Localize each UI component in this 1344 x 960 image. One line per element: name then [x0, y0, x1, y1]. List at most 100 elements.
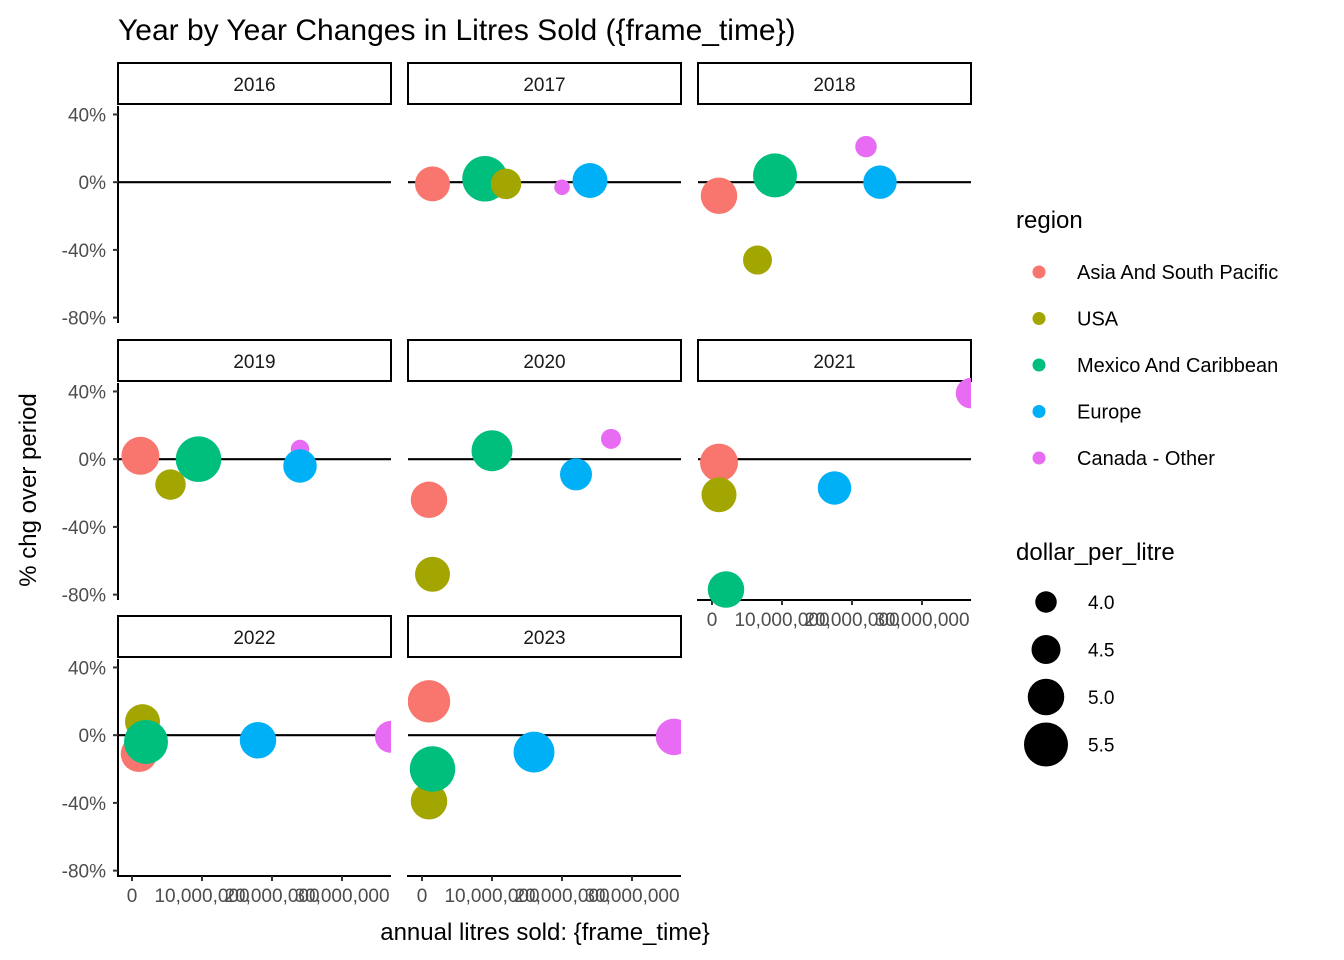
- panel-points: [415, 156, 608, 202]
- panel-points: [700, 135, 897, 275]
- facet-panel-2022: 2022 40% 0% -40% -80% 0 10,000,00020,000,00030…: [62, 615, 392, 907]
- legend-size-label: 4.5: [1088, 641, 1114, 662]
- legend-color-label: Asia And South Pacific: [1077, 262, 1278, 284]
- data-point: [560, 458, 592, 491]
- data-point: [175, 436, 222, 482]
- data-point: [955, 377, 971, 409]
- x-tick-label: 30,000,000: [584, 886, 679, 907]
- y-tick-label: -80%: [62, 586, 106, 607]
- facet-strip: [407, 339, 682, 382]
- facet-strip: [117, 339, 392, 382]
- facet-strip: [407, 615, 682, 658]
- x-tick-label: 10,000,000: [734, 610, 829, 631]
- y-tick-label: -40%: [62, 518, 106, 539]
- panel-points: [120, 704, 391, 773]
- data-point: [155, 469, 186, 500]
- legend-color-label: Mexico And Caribbean: [1077, 355, 1278, 377]
- data-point: [410, 481, 448, 519]
- legend-size-key: [1024, 722, 1068, 767]
- data-point: [701, 477, 737, 513]
- size-legend-title: dollar_per_litre: [1016, 539, 1175, 566]
- data-point: [817, 471, 852, 505]
- facet-panel-2020: 2020: [407, 339, 682, 592]
- facet-panel-2016: 2016 40% 0% -40% -80%: [62, 62, 392, 330]
- data-point: [409, 746, 456, 792]
- legend-color-label: Europe: [1077, 402, 1142, 424]
- facet-strip-label: 2020: [523, 352, 565, 373]
- chart-title: Year by Year Changes in Litres Sold ({fr…: [118, 14, 796, 47]
- facet-strip: [117, 62, 392, 105]
- color-legend-title: region: [1016, 207, 1083, 234]
- x-tick-label: 10,000,000: [154, 886, 249, 907]
- facet-strip-label: 2022: [233, 628, 275, 649]
- data-point: [707, 571, 745, 608]
- facet-panel-2018: 2018: [697, 62, 972, 275]
- legend-color-label: USA: [1077, 309, 1119, 331]
- x-tick-label: 20,000,000: [804, 610, 899, 631]
- y-tick-label: 40%: [68, 382, 106, 403]
- facet-strip: [697, 62, 972, 105]
- y-axis-label: % chg over period: [15, 393, 42, 586]
- data-point: [415, 556, 450, 592]
- facet-strip: [117, 615, 392, 658]
- data-point: [554, 179, 570, 196]
- data-point: [753, 153, 797, 198]
- panel-points: [408, 680, 681, 820]
- data-point: [743, 245, 772, 275]
- legend-size-label: 5.5: [1088, 736, 1114, 757]
- data-point: [239, 722, 277, 759]
- legend-size-label: 4.0: [1088, 593, 1114, 614]
- legend-color-label: Canada - Other: [1077, 448, 1215, 470]
- facet-strip: [407, 62, 682, 105]
- panel-points: [121, 436, 317, 500]
- data-point: [700, 177, 738, 214]
- facet-panel-2017: 2017: [407, 62, 682, 202]
- data-point: [572, 162, 608, 198]
- x-tick-label: 30,000,000: [874, 610, 969, 631]
- size-legend-items: 4.0 4.5 5.0 5.5: [1024, 591, 1114, 767]
- legend-color-key: [1032, 451, 1046, 465]
- data-point: [601, 428, 621, 449]
- data-point: [375, 720, 391, 753]
- facet-strip-label: 2016: [233, 75, 275, 96]
- data-point: [655, 718, 681, 756]
- x-tick-label: 0: [127, 886, 138, 907]
- legend-color-key: [1032, 405, 1046, 418]
- facet-strip-label: 2019: [233, 352, 275, 373]
- y-tick-label: 40%: [68, 105, 106, 126]
- panels: 2016 40% 0% -40% -80% 2017 2018 2019 40% 0% -40% -8…: [62, 62, 972, 907]
- data-point: [121, 436, 160, 475]
- y-tick-label: 0%: [79, 726, 107, 747]
- data-point: [408, 680, 451, 723]
- legend-size-key: [1035, 591, 1057, 613]
- x-axis-label: annual litres sold: {frame_time}: [380, 919, 710, 946]
- x-tick-label: 0: [417, 886, 428, 907]
- data-point: [700, 443, 738, 482]
- facet-strip-label: 2023: [523, 628, 565, 649]
- legend-size-key: [1031, 635, 1061, 664]
- data-point: [863, 165, 897, 199]
- facet-strip-label: 2017: [523, 75, 565, 96]
- legend-size-label: 5.0: [1088, 688, 1114, 709]
- data-point: [490, 168, 522, 200]
- panel-points: [410, 428, 621, 592]
- panel-points: [700, 377, 971, 608]
- color-legend-items: Asia And South Pacific USA Mexico And Cari…: [1032, 262, 1278, 470]
- legend-color-key: [1032, 358, 1046, 372]
- y-tick-label: -40%: [62, 241, 106, 262]
- x-tick-label: 20,000,000: [224, 886, 319, 907]
- x-tick-label: 10,000,000: [444, 886, 539, 907]
- y-tick-label: 40%: [68, 658, 106, 679]
- data-point: [415, 166, 450, 202]
- facet-strip: [697, 339, 972, 382]
- x-tick-label: 0: [707, 610, 718, 631]
- data-point: [513, 731, 555, 773]
- data-point: [855, 135, 877, 158]
- y-tick-label: 0%: [79, 450, 107, 471]
- y-tick-label: -80%: [62, 862, 106, 883]
- legend-color-key: [1032, 312, 1046, 325]
- data-point: [283, 449, 317, 483]
- x-tick-label: 30,000,000: [294, 886, 389, 907]
